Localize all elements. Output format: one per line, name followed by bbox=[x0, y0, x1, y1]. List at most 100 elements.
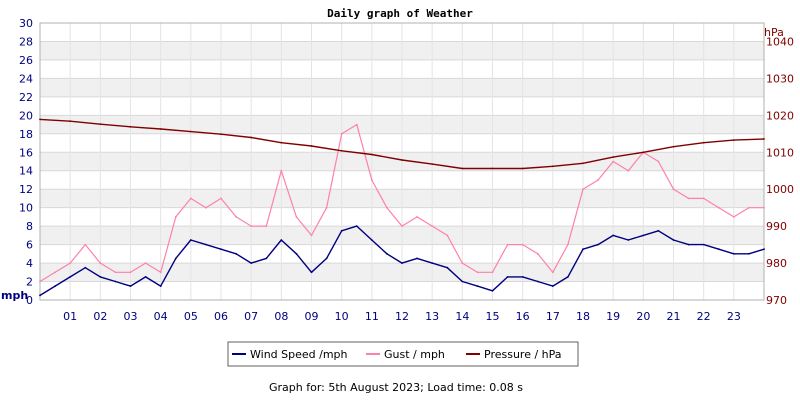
data-point-gust bbox=[340, 132, 343, 135]
data-point-wind bbox=[416, 257, 418, 260]
data-point-gust bbox=[129, 271, 132, 274]
x-tick-label: 22 bbox=[697, 310, 711, 323]
data-point-gust bbox=[205, 206, 207, 209]
data-point-pressure bbox=[521, 167, 524, 170]
data-point-gust bbox=[265, 225, 268, 228]
data-point-pressure bbox=[69, 120, 72, 123]
data-point-pressure bbox=[401, 159, 403, 161]
data-point-gust bbox=[235, 216, 238, 218]
x-axis-ticks: 01 02 03 04 05 06 07 08 09 10 11 12 13 14 15 16 17 18 19 20… bbox=[63, 310, 741, 323]
x-tick-label: 17 bbox=[546, 310, 560, 323]
x-tick-label: 23 bbox=[727, 310, 741, 323]
left-tick-label: 18 bbox=[19, 128, 33, 141]
right-tick-label: 980 bbox=[766, 257, 787, 270]
data-point-pressure bbox=[159, 128, 162, 130]
data-point-gust bbox=[461, 262, 464, 264]
data-point-pressure bbox=[189, 130, 192, 133]
left-tick-label: 22 bbox=[19, 91, 33, 104]
data-point-gust bbox=[612, 160, 615, 163]
data-point-pressure bbox=[672, 145, 675, 148]
data-point-wind bbox=[220, 248, 222, 251]
x-tick-label: 13 bbox=[425, 310, 439, 323]
right-tick-label: 970 bbox=[766, 294, 787, 307]
data-point-gust bbox=[506, 243, 509, 246]
x-tick-label: 07 bbox=[244, 310, 258, 323]
x-tick-label: 09 bbox=[305, 310, 319, 323]
data-point-wind bbox=[280, 239, 283, 241]
plot-series bbox=[39, 118, 765, 297]
x-tick-label: 16 bbox=[516, 310, 530, 323]
plot-frame bbox=[39, 22, 765, 301]
left-tick-label: 12 bbox=[19, 183, 33, 196]
data-point-gust bbox=[84, 243, 87, 246]
data-point-wind bbox=[99, 276, 102, 278]
data-point-gust bbox=[732, 216, 735, 218]
legend-label-pressure: Pressure / hPa bbox=[484, 348, 562, 361]
legend-item-gust: Gust / mph bbox=[366, 348, 445, 361]
data-point-wind bbox=[431, 262, 434, 264]
x-tick-label: 21 bbox=[667, 310, 681, 323]
data-point-gust bbox=[159, 271, 162, 274]
data-point-wind bbox=[461, 280, 464, 283]
left-tick-label: 10 bbox=[19, 202, 33, 215]
x-tick-label: 05 bbox=[184, 310, 198, 323]
data-point-wind bbox=[597, 243, 599, 246]
left-tick-label: 26 bbox=[19, 54, 33, 67]
data-point-gust bbox=[431, 225, 434, 228]
legend-item-pressure: Pressure / hPa bbox=[466, 348, 562, 361]
data-point-pressure bbox=[370, 153, 373, 156]
data-point-wind bbox=[491, 289, 494, 292]
left-tick-label: 0 bbox=[26, 294, 33, 307]
data-point-wind bbox=[340, 229, 343, 232]
data-point-gust bbox=[54, 271, 56, 274]
data-point-gust bbox=[687, 197, 690, 200]
graph-footer: Graph for: 5th August 2023; Load time: 0… bbox=[269, 381, 523, 394]
x-tick-label: 01 bbox=[63, 310, 77, 323]
right-tick-label: 1010 bbox=[766, 146, 794, 159]
right-tick-label: 990 bbox=[766, 220, 787, 233]
legend-label-wind: Wind Speed /mph bbox=[250, 348, 348, 361]
data-point-wind bbox=[476, 285, 479, 287]
x-tick-label: 08 bbox=[274, 310, 288, 323]
data-point-wind bbox=[717, 248, 720, 251]
data-point-wind bbox=[144, 276, 147, 278]
x-tick-label: 20 bbox=[636, 310, 650, 323]
data-point-gust bbox=[250, 225, 253, 228]
left-tick-label: 8 bbox=[26, 220, 33, 233]
data-point-pressure bbox=[642, 151, 645, 154]
data-point-wind bbox=[235, 252, 238, 255]
legend-item-wind: Wind Speed /mph bbox=[232, 348, 348, 361]
data-point-gust bbox=[280, 169, 283, 172]
legend-box bbox=[227, 341, 579, 367]
data-point-pressure bbox=[310, 145, 313, 147]
data-point-gust bbox=[446, 234, 449, 237]
data-point-wind bbox=[84, 266, 87, 269]
left-tick-label: 4 bbox=[26, 257, 33, 270]
data-point-wind bbox=[672, 239, 675, 241]
data-point-gust bbox=[567, 243, 569, 246]
data-point-wind bbox=[174, 257, 177, 260]
data-point-wind bbox=[39, 294, 41, 297]
data-point-gust bbox=[99, 262, 102, 264]
data-point-gust bbox=[521, 243, 524, 246]
data-point-wind bbox=[69, 276, 72, 278]
data-point-wind bbox=[446, 266, 449, 269]
data-point-gust bbox=[748, 206, 750, 209]
data-point-wind bbox=[205, 243, 207, 246]
data-point-wind bbox=[265, 257, 268, 260]
data-point-gust bbox=[370, 179, 373, 181]
data-point-gust bbox=[174, 216, 177, 218]
data-point-pressure bbox=[582, 162, 584, 165]
data-point-gust bbox=[189, 197, 192, 200]
x-tick-label: 10 bbox=[335, 310, 349, 323]
data-point-wind bbox=[567, 276, 569, 278]
data-point-gust bbox=[657, 160, 660, 163]
x-tick-label: 14 bbox=[455, 310, 469, 323]
data-point-wind bbox=[763, 248, 765, 251]
data-point-wind bbox=[401, 262, 403, 264]
data-point-gust bbox=[627, 169, 630, 172]
legend-label-gust: Gust / mph bbox=[384, 348, 445, 361]
data-point-gust bbox=[582, 188, 584, 191]
